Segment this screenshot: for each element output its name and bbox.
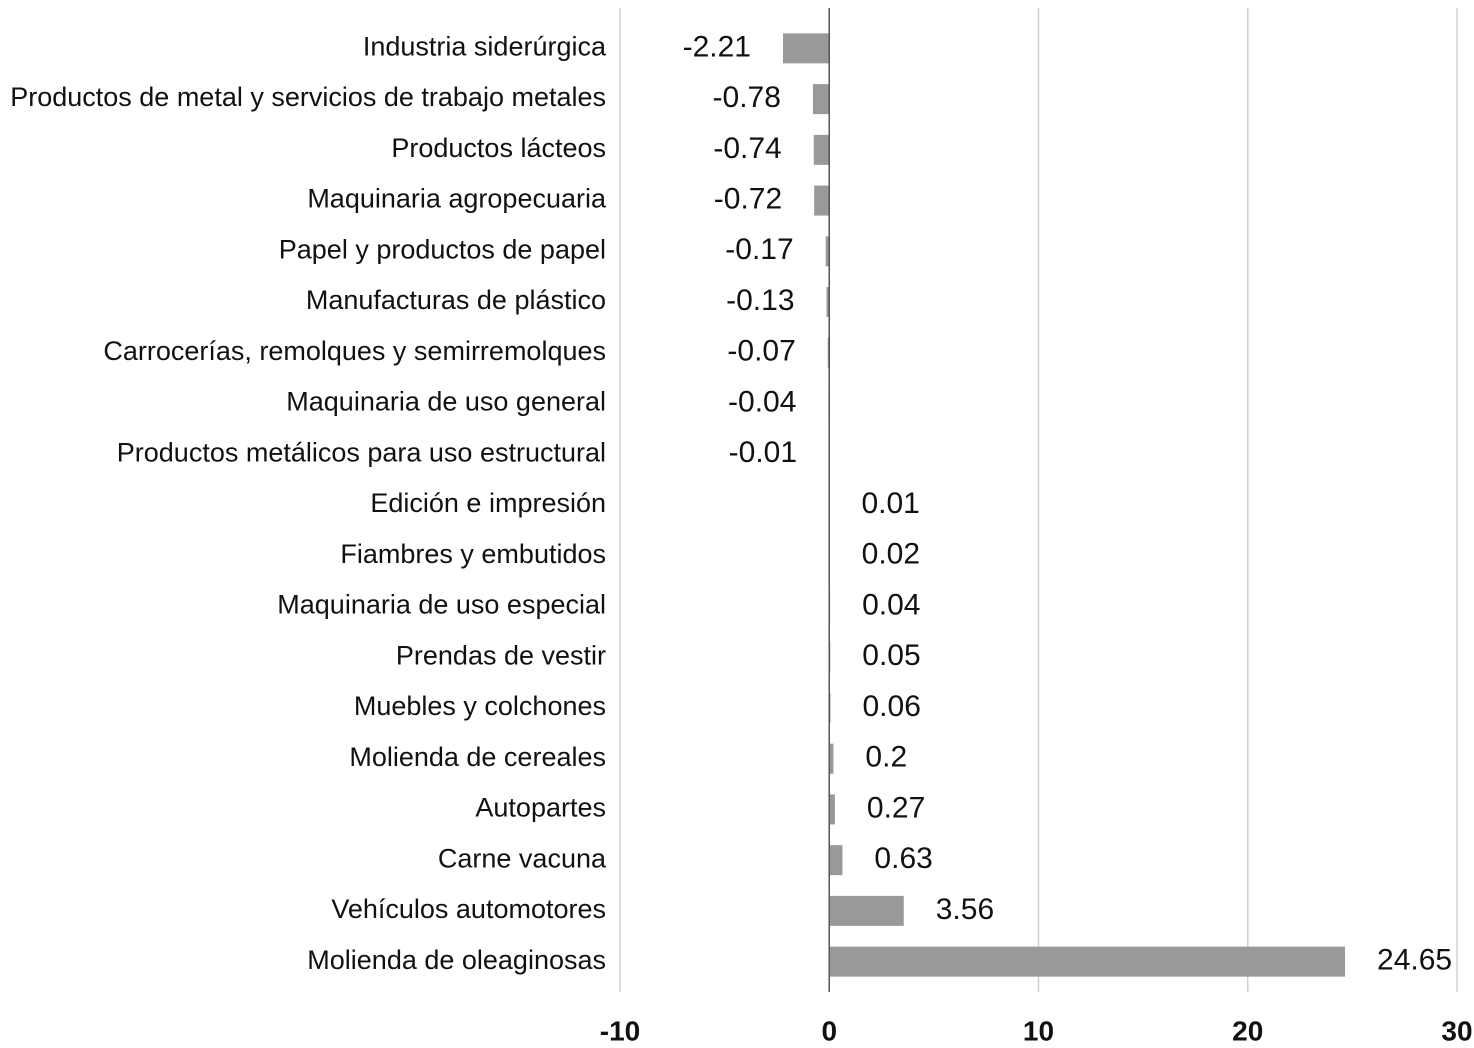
y-tick-label: Molienda de oleaginosas xyxy=(307,945,606,975)
value-label: -0.78 xyxy=(713,81,781,114)
bar xyxy=(829,743,834,774)
value-label: -0.07 xyxy=(727,335,795,368)
value-label: -0.74 xyxy=(713,132,781,165)
value-label: -0.01 xyxy=(729,436,797,469)
y-tick-label: Edición e impresión xyxy=(370,488,606,518)
bar xyxy=(812,84,830,115)
y-tick-label: Manufacturas de plástico xyxy=(306,285,606,315)
value-label: 0.06 xyxy=(863,690,921,723)
y-tick-label: Autopartes xyxy=(475,793,606,823)
x-tick-label: 30 xyxy=(1441,1015,1472,1046)
x-tick-label: 20 xyxy=(1232,1015,1263,1046)
y-tick-label: Carne vacuna xyxy=(438,843,607,873)
bar xyxy=(829,845,843,876)
bar xyxy=(826,287,830,318)
bar xyxy=(813,134,830,165)
value-label: 0.04 xyxy=(862,588,920,621)
y-tick-label: Maquinaria de uso especial xyxy=(277,590,606,620)
y-tick-label: Industria siderúrgica xyxy=(363,31,607,61)
bar xyxy=(829,895,904,926)
y-tick-label: Maquinaria agropecuaria xyxy=(307,184,607,214)
y-tick-label: Fiambres y embutidos xyxy=(340,539,606,569)
value-label: 0.02 xyxy=(862,538,920,571)
y-tick-label: Productos de metal y servicios de trabaj… xyxy=(10,82,606,112)
x-tick-label: 10 xyxy=(1023,1015,1054,1046)
y-tick-label: Vehículos automotores xyxy=(331,894,606,924)
bar xyxy=(783,33,830,64)
value-label: 0.27 xyxy=(867,791,925,824)
y-tick-label: Productos lácteos xyxy=(391,133,606,163)
bar xyxy=(829,794,835,825)
y-tick-label: Prendas de vestir xyxy=(396,640,606,670)
value-label: 3.56 xyxy=(936,893,994,926)
bar xyxy=(825,236,830,267)
value-label: 0.2 xyxy=(865,741,907,774)
value-label: -2.21 xyxy=(683,30,751,63)
y-tick-label: Papel y productos de papel xyxy=(279,234,606,264)
y-tick-label: Molienda de cereales xyxy=(349,742,606,772)
y-tick-label: Muebles y colchones xyxy=(354,691,606,721)
x-tick-label: -10 xyxy=(600,1015,640,1046)
bar xyxy=(829,946,1346,977)
value-label: -0.17 xyxy=(725,233,793,266)
bar xyxy=(814,185,830,216)
y-tick-label: Productos metálicos para uso estructural xyxy=(117,437,606,467)
y-tick-label: Maquinaria de uso general xyxy=(286,387,606,417)
value-label: 0.05 xyxy=(862,639,920,672)
value-label: 24.65 xyxy=(1377,944,1452,977)
y-tick-label: Carrocerías, remolques y semirremolques xyxy=(103,336,606,366)
value-label: -0.04 xyxy=(728,385,796,418)
x-tick-label: 0 xyxy=(821,1015,837,1046)
value-label: 0.63 xyxy=(874,842,932,875)
value-label: -0.72 xyxy=(714,183,782,216)
value-label: -0.13 xyxy=(726,284,794,317)
value-label: 0.01 xyxy=(861,487,919,520)
